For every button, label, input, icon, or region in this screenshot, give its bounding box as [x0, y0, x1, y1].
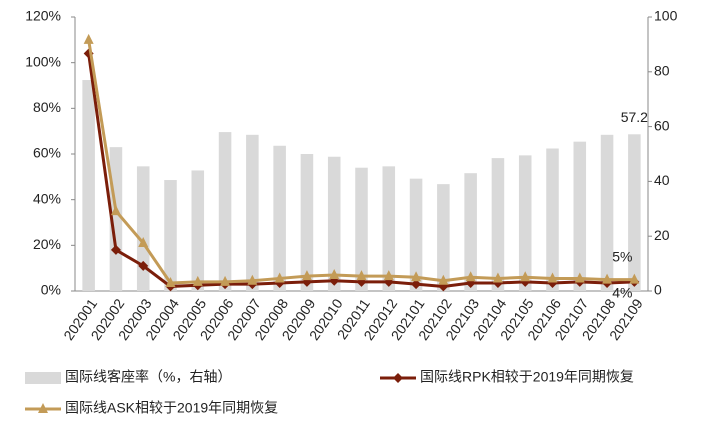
bar — [491, 158, 505, 291]
y2-tick-label: 80 — [654, 63, 670, 79]
y-tick-label: 60% — [33, 145, 61, 161]
bar — [382, 166, 396, 291]
marker — [411, 271, 422, 282]
bar — [246, 134, 259, 291]
marker — [492, 272, 503, 283]
marker — [274, 272, 285, 283]
y-tick-label: 40% — [33, 190, 61, 206]
y2-tick-label: 60 — [654, 117, 670, 133]
data-label: 4% — [612, 285, 632, 301]
legend-label: 国际线ASK相较于2019年同期恢复 — [65, 400, 278, 416]
marker — [520, 271, 531, 282]
marker — [247, 274, 258, 285]
marker — [192, 275, 203, 286]
legend-swatch — [25, 372, 61, 384]
bar — [327, 156, 341, 291]
legend-label: 国际线RPK相较于2019年同期恢复 — [420, 369, 634, 385]
bar — [464, 173, 477, 291]
bar — [546, 148, 559, 291]
bar — [518, 155, 532, 291]
bar — [164, 180, 177, 291]
y-tick-label: 20% — [33, 236, 61, 252]
y2-tick-label: 40 — [654, 172, 670, 188]
bar — [273, 145, 286, 291]
marker — [165, 277, 176, 288]
marker — [411, 279, 422, 290]
y-tick-label: 100% — [25, 53, 61, 69]
y2-tick-label: 20 — [654, 227, 670, 243]
legend-marker — [38, 403, 48, 413]
bar — [437, 184, 450, 291]
bar — [136, 166, 150, 291]
marker — [356, 270, 367, 281]
bar — [218, 132, 232, 291]
y-tick-label: 0% — [41, 282, 61, 298]
marker — [547, 272, 558, 283]
marker — [574, 272, 585, 283]
bar — [191, 170, 205, 291]
legend-marker — [393, 373, 403, 383]
marker — [629, 273, 640, 284]
marker — [110, 244, 121, 255]
marker — [138, 237, 149, 248]
data-label: 57.2 — [621, 109, 648, 125]
bar — [300, 154, 314, 291]
marker — [220, 275, 231, 286]
data-label: 5% — [612, 248, 632, 264]
marker — [329, 269, 340, 280]
marker — [301, 270, 312, 281]
marker — [383, 270, 394, 281]
bar — [628, 134, 641, 291]
legend-label: 国际线客座率（%，右轴） — [65, 369, 231, 385]
marker — [465, 271, 476, 282]
marker — [83, 33, 94, 44]
bar — [600, 134, 614, 291]
marker — [438, 274, 449, 285]
marker — [602, 273, 613, 284]
bar — [82, 80, 95, 292]
y2-tick-label: 0 — [654, 282, 662, 298]
marker — [110, 205, 121, 216]
marker — [138, 260, 149, 271]
bar — [355, 167, 368, 291]
bar — [573, 141, 587, 291]
y-tick-label: 80% — [33, 99, 61, 115]
y2-tick-label: 100 — [654, 8, 678, 24]
y-tick-label: 120% — [25, 8, 61, 24]
bar — [409, 178, 423, 291]
